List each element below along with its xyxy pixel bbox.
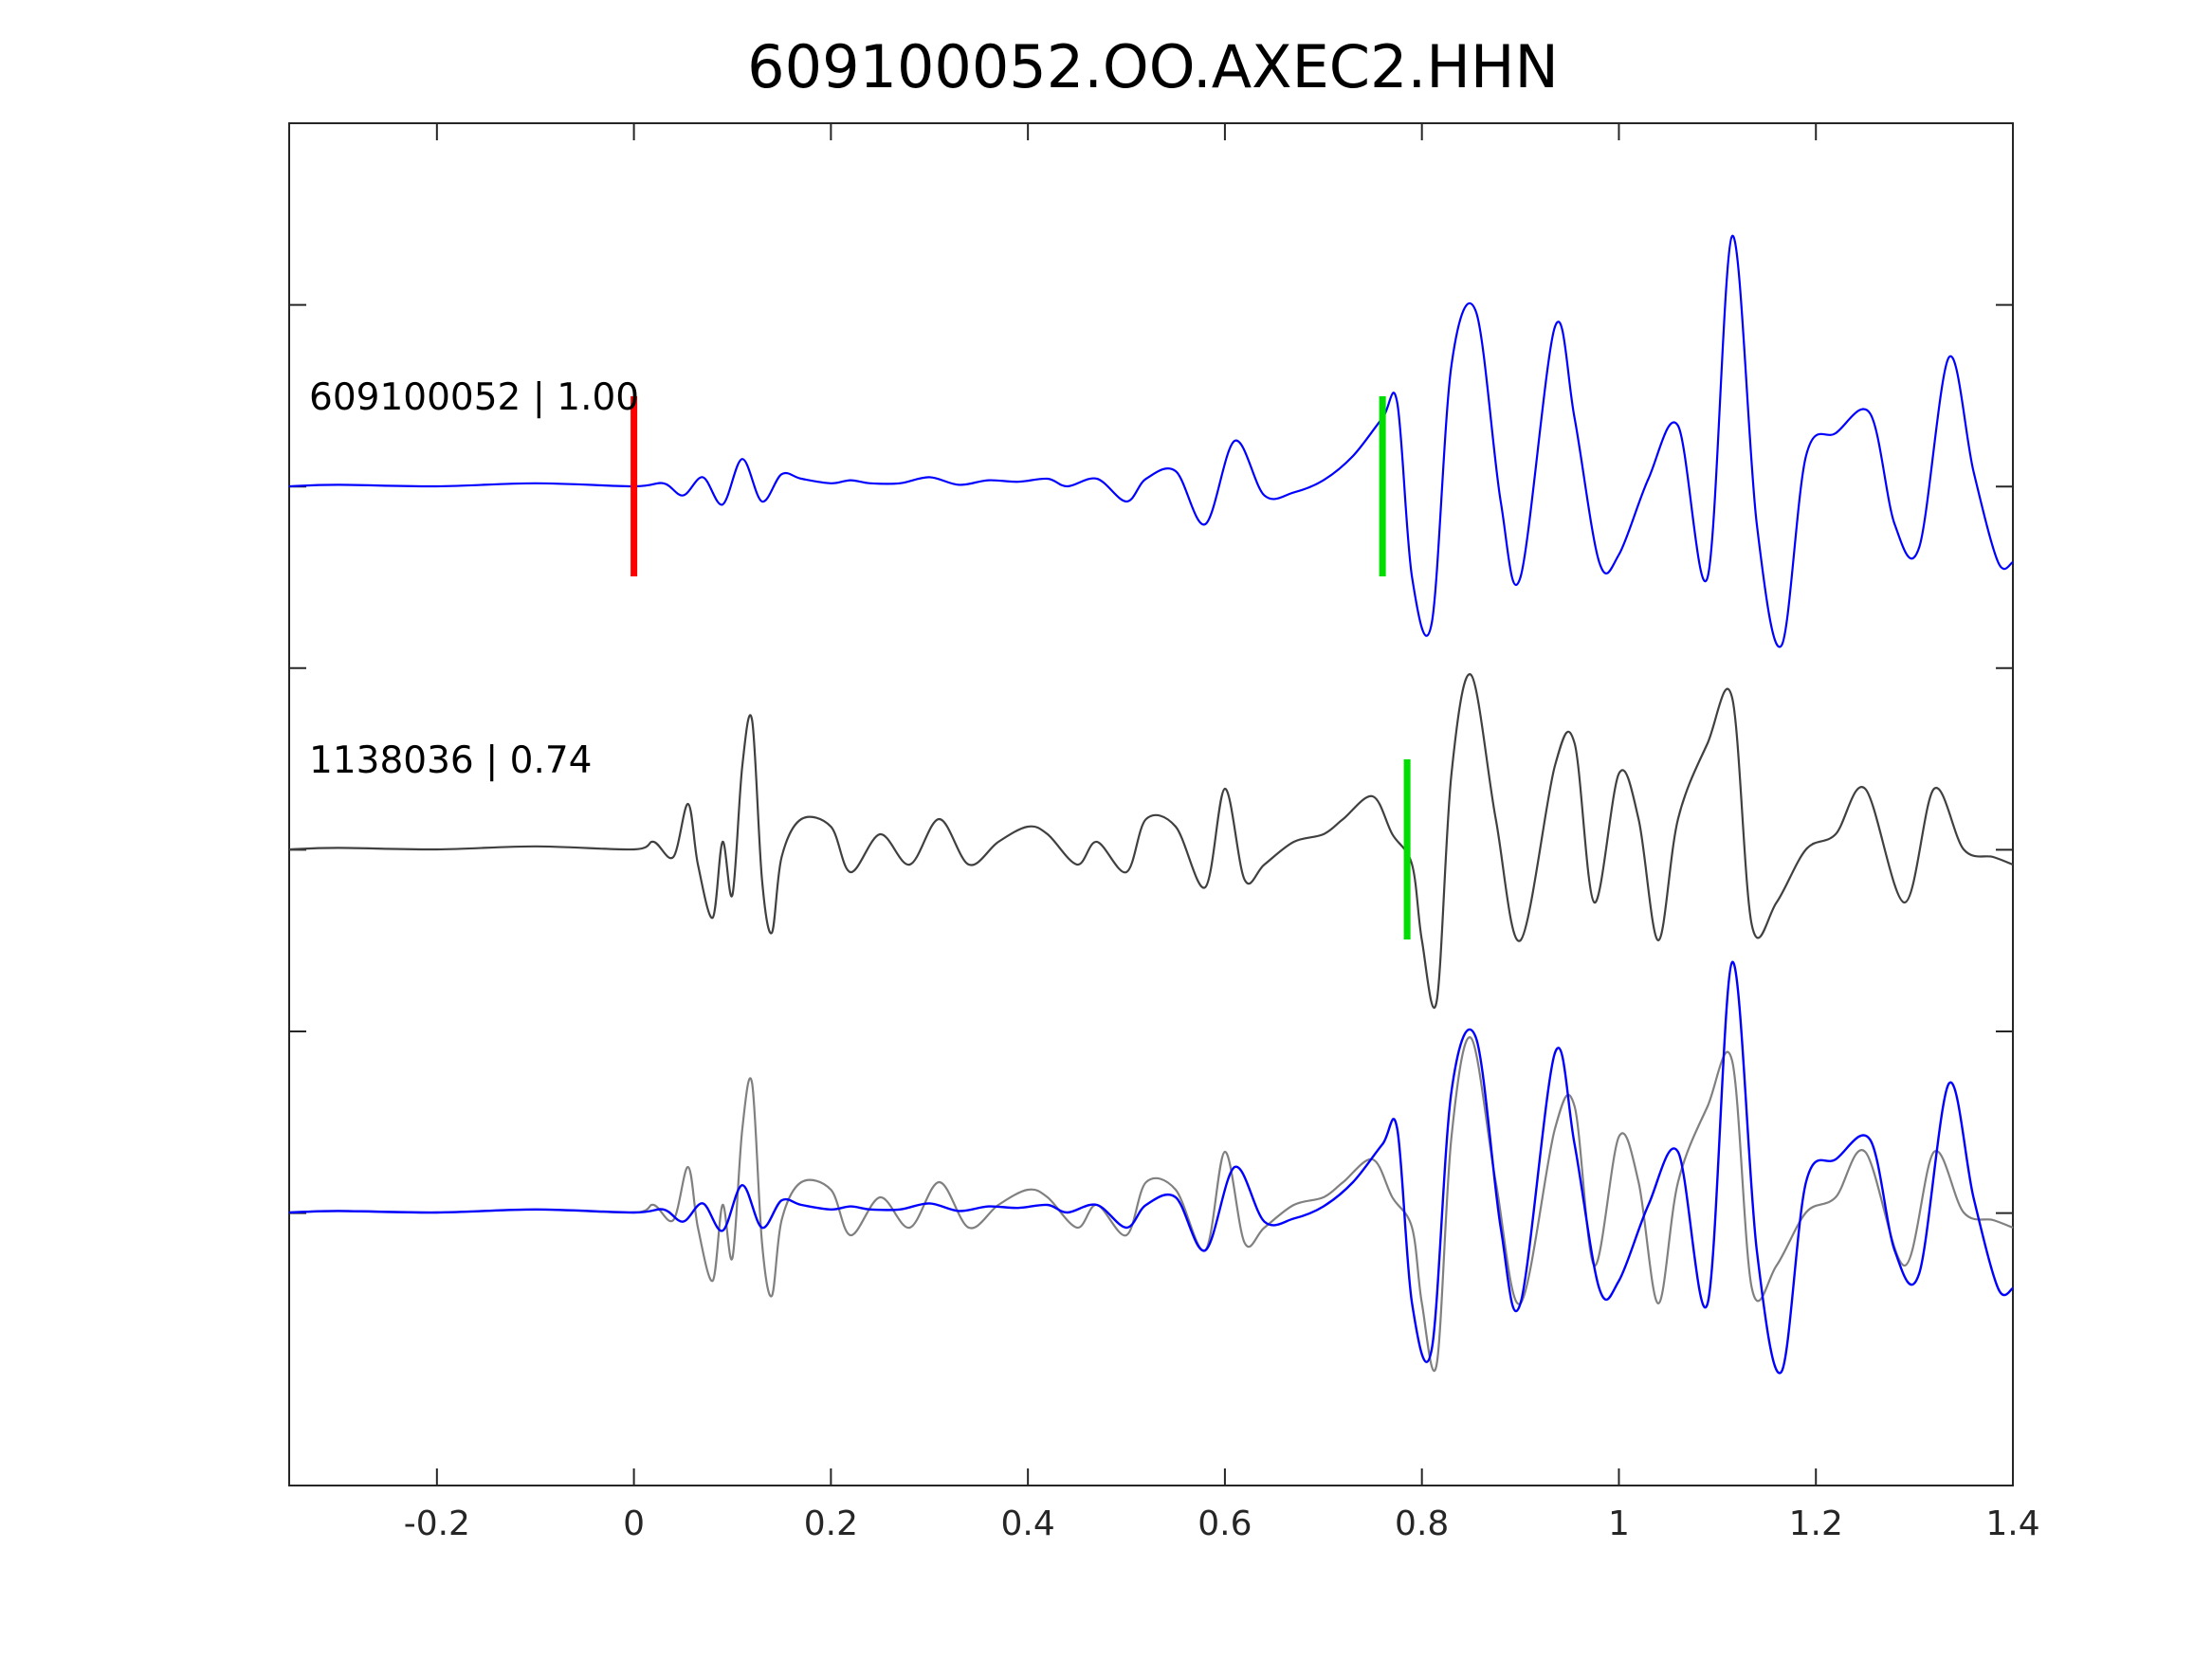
- x-tick-label: 0: [623, 1504, 645, 1543]
- chart-title: 609100052.OO.AXEC2.HHN: [747, 32, 1559, 101]
- traces-layer: [288, 234, 2014, 1375]
- x-axis-ticks: [435, 123, 2014, 1486]
- trace-label-template: 1138036 | 0.74: [309, 739, 592, 782]
- x-axis-tick-labels: -0.2 0 0.2 0.4 0.6 0.8 1 1.2 1.4: [404, 1504, 2040, 1543]
- series-line-template: [288, 673, 2014, 1010]
- x-tick-label: 1.2: [1789, 1504, 1843, 1543]
- x-tick-label: 1: [1608, 1504, 1630, 1543]
- x-tick-label: 0.2: [804, 1504, 858, 1543]
- phase-picks-layer: [631, 396, 1411, 939]
- plot-frame: [288, 122, 2014, 1486]
- x-tick-label: 1.4: [1985, 1504, 2039, 1543]
- series-line-overlay-template: [288, 1036, 2014, 1373]
- trace-label-master: 609100052 | 1.00: [309, 376, 639, 419]
- x-tick-label: -0.2: [404, 1504, 470, 1543]
- series-line-master: [288, 234, 2014, 648]
- x-tick-label: 0.6: [1197, 1504, 1252, 1543]
- series-line-overlay-master: [288, 960, 2014, 1375]
- x-tick-label: 0.4: [1001, 1504, 1055, 1543]
- x-tick-label: 0.8: [1395, 1504, 1449, 1543]
